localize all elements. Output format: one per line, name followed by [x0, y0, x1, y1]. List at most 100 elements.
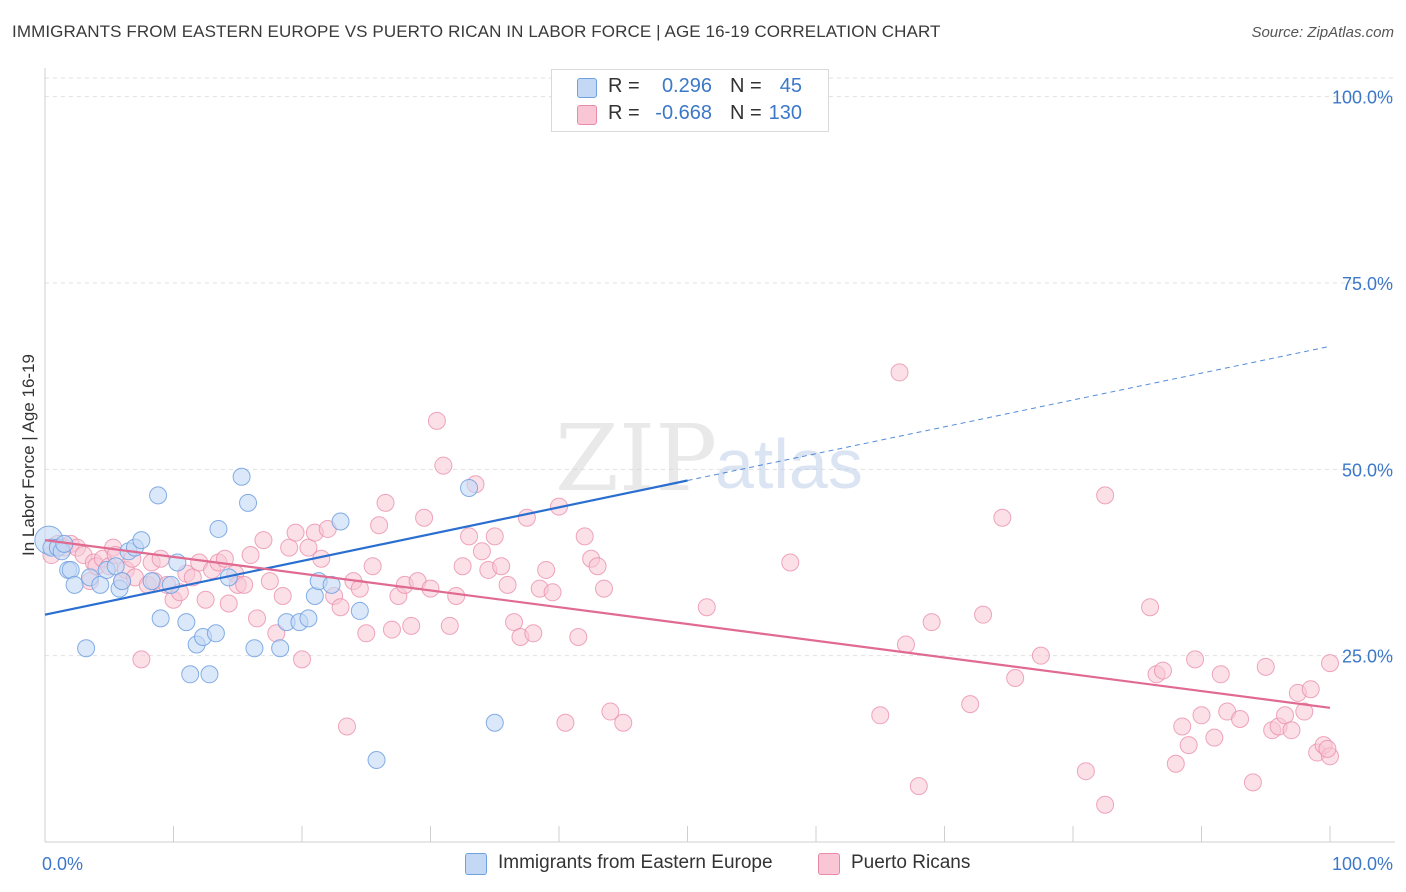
y-tick-label: 100.0%: [1332, 88, 1393, 108]
data-point-puerto-ricans: [382, 620, 401, 639]
data-point-eastern-europe: [132, 531, 151, 550]
data-point-eastern-europe: [161, 575, 180, 594]
bottom-legend-swatch-pink: [818, 853, 840, 875]
legend-n-label: N =: [730, 102, 762, 124]
data-point-puerto-ricans: [1153, 661, 1172, 680]
data-point-eastern-europe: [367, 751, 386, 770]
data-point-puerto-ricans: [254, 531, 273, 550]
data-point-puerto-ricans: [151, 549, 170, 568]
trend-lines: [44, 345, 1331, 709]
data-point-puerto-ricans: [293, 650, 311, 669]
data-point-puerto-ricans: [871, 706, 890, 725]
data-point-eastern-europe: [322, 575, 341, 594]
data-point-puerto-ricans: [1295, 702, 1314, 721]
data-point-puerto-ricans: [1321, 654, 1339, 673]
data-point-puerto-ricans: [505, 613, 524, 632]
data-point-puerto-ricans: [1205, 728, 1224, 747]
trend-line-eastern-europe: [44, 479, 688, 616]
data-point-puerto-ricans: [1096, 486, 1115, 505]
data-point-puerto-ricans: [1243, 773, 1262, 792]
data-point-eastern-europe: [485, 713, 504, 732]
data-point-puerto-ricans: [331, 598, 350, 617]
data-point-puerto-ricans: [485, 527, 504, 546]
trend-line-puerto-ricans: [44, 539, 1331, 709]
data-point-eastern-europe: [350, 601, 369, 620]
source-label: Source: ZipAtlas.com: [1251, 24, 1394, 41]
data-point-eastern-europe: [65, 575, 84, 594]
data-point-puerto-ricans: [896, 635, 915, 654]
y-axis-label: In Labor Force | Age 16-19: [19, 354, 38, 556]
data-point-puerto-ricans: [1031, 646, 1050, 665]
data-point-eastern-europe: [177, 613, 196, 632]
legend-n-label: N =: [730, 75, 762, 97]
data-point-puerto-ricans: [280, 538, 299, 557]
data-point-puerto-ricans: [556, 713, 575, 732]
y-tick-label: 50.0%: [1342, 460, 1393, 480]
data-point-puerto-ricans: [350, 579, 369, 598]
data-point-eastern-europe: [232, 467, 251, 486]
data-point-puerto-ricans: [260, 572, 279, 591]
data-point-puerto-ricans: [594, 579, 613, 598]
data-point-eastern-europe: [206, 624, 225, 643]
correlation-legend: R = 0.296 N = 45 R = -0.668 N = 130: [551, 69, 829, 132]
y-tick-label: 75.0%: [1342, 274, 1393, 294]
legend-r-value: 0.296: [661, 75, 712, 97]
data-point-eastern-europe: [181, 665, 200, 684]
data-point-puerto-ricans: [1006, 669, 1025, 688]
data-point-puerto-ricans: [1192, 706, 1211, 725]
series-eastern-europe: [34, 467, 504, 770]
legend-row-pink: R = -0.668 N = 130: [552, 101, 828, 127]
data-point-puerto-ricans: [697, 598, 716, 617]
legend-swatch-pink: [577, 105, 597, 125]
data-point-puerto-ricans: [248, 609, 267, 628]
grid-lines: [45, 77, 1395, 657]
data-point-puerto-ricans: [498, 575, 517, 594]
data-point-puerto-ricans: [241, 546, 260, 565]
data-point-eastern-europe: [305, 587, 324, 606]
data-point-puerto-ricans: [219, 594, 238, 613]
data-point-eastern-europe: [331, 512, 350, 531]
data-point-puerto-ricans: [543, 583, 562, 602]
watermark: ZIP atlas: [555, 405, 863, 512]
data-point-puerto-ricans: [781, 553, 800, 572]
data-point-puerto-ricans: [1186, 650, 1205, 669]
data-point-puerto-ricans: [993, 508, 1012, 527]
data-point-puerto-ricans: [132, 650, 151, 669]
data-point-puerto-ricans: [196, 590, 215, 609]
data-point-puerto-ricans: [588, 557, 607, 576]
data-point-puerto-ricans: [235, 575, 254, 594]
data-point-puerto-ricans: [273, 587, 292, 606]
data-point-puerto-ricans: [337, 717, 356, 736]
data-point-puerto-ricans: [286, 523, 305, 542]
legend-n-value: 45: [779, 75, 802, 97]
data-point-eastern-europe: [245, 639, 264, 658]
legend-n-value: 130: [768, 102, 802, 124]
data-point-puerto-ricans: [524, 624, 543, 643]
data-point-eastern-europe: [200, 665, 219, 684]
data-point-puerto-ricans: [447, 587, 466, 606]
trend-line-eastern-europe-projection: [687, 345, 1331, 481]
watermark-atlas: atlas: [715, 425, 863, 503]
x-tick-label: 0.0%: [42, 854, 83, 874]
data-point-puerto-ricans: [1173, 717, 1192, 736]
data-point-puerto-ricans: [472, 542, 491, 561]
data-point-puerto-ricans: [357, 624, 376, 643]
data-point-puerto-ricans: [1231, 710, 1250, 729]
data-point-puerto-ricans: [1276, 706, 1295, 725]
data-point-puerto-ricans: [1179, 736, 1198, 755]
data-point-eastern-europe: [142, 572, 161, 591]
data-point-eastern-europe: [149, 486, 168, 505]
legend-swatch-blue: [577, 78, 597, 98]
data-point-eastern-europe: [271, 639, 290, 658]
data-point-eastern-europe: [460, 478, 479, 497]
watermark-zip: ZIP: [555, 405, 717, 512]
data-point-puerto-ricans: [909, 777, 928, 796]
tick-labels: 25.0% 50.0% 75.0% 100.0% 0.0% 100.0%: [42, 88, 1393, 874]
data-point-puerto-ricans: [453, 557, 472, 576]
y-tick-label: 25.0%: [1342, 647, 1393, 667]
data-point-puerto-ricans: [183, 568, 202, 587]
legend-r-label: R =: [608, 75, 640, 97]
data-point-puerto-ricans: [961, 695, 980, 714]
data-point-puerto-ricans: [492, 557, 511, 576]
